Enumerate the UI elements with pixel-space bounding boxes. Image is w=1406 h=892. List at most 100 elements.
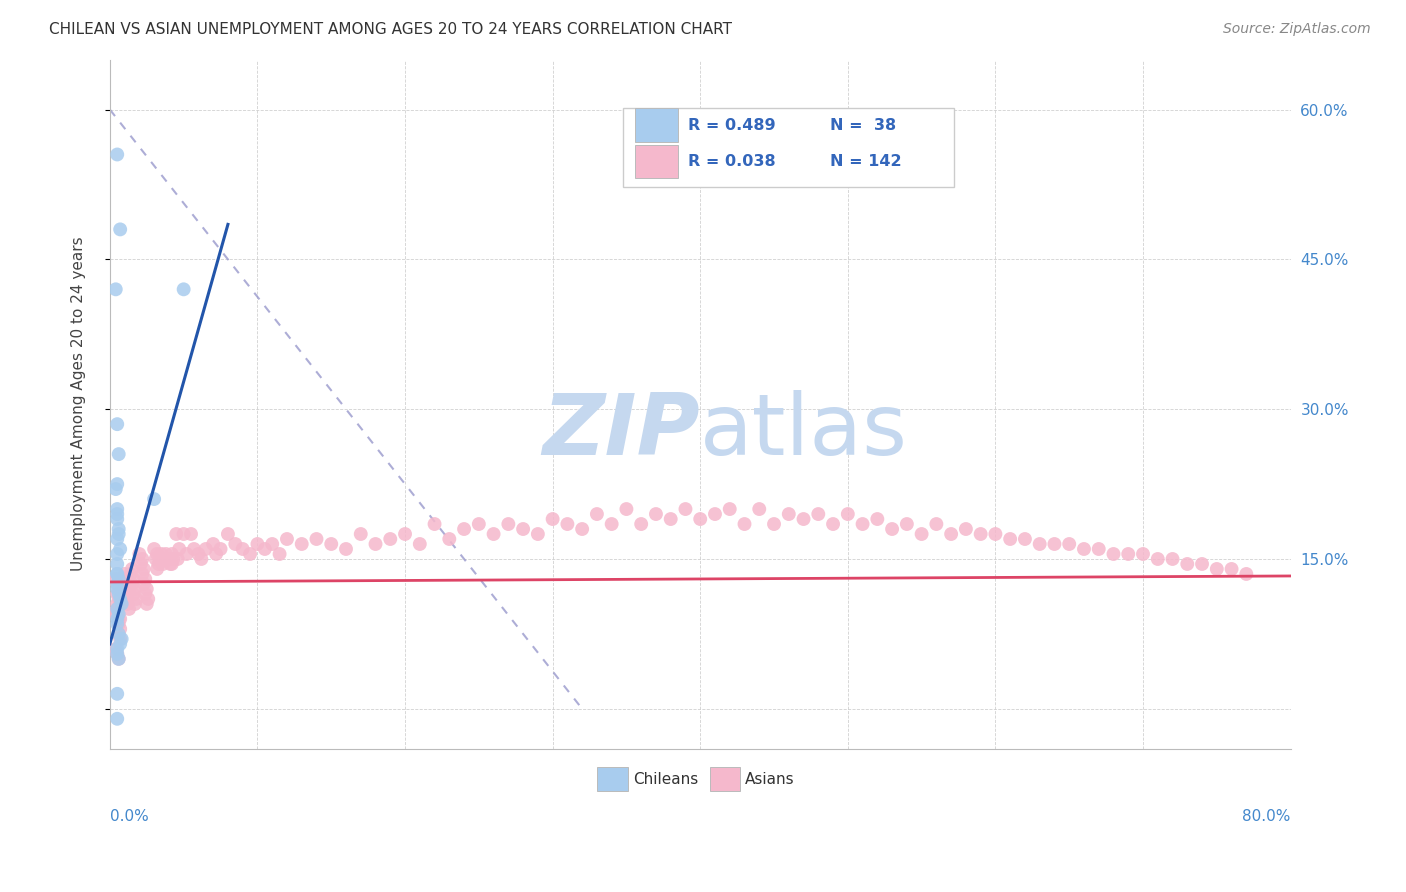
Text: R = 0.489: R = 0.489 [689, 118, 776, 133]
Text: N = 142: N = 142 [830, 154, 901, 169]
Point [143, 541, 166, 556]
Point [107, 447, 129, 461]
Point [155, 547, 177, 561]
Point [105, 597, 128, 611]
Point [115, 577, 138, 591]
Point [117, 572, 139, 586]
Point [394, 527, 416, 541]
Point [129, 557, 152, 571]
Point [527, 527, 550, 541]
Point [105, 147, 128, 161]
Point [104, 572, 127, 586]
Point [321, 537, 343, 551]
Point [1205, 562, 1227, 576]
Point [122, 572, 145, 586]
Point [246, 537, 269, 551]
Point [166, 552, 188, 566]
Point [160, 557, 183, 571]
Point [689, 512, 711, 526]
Point [108, 632, 131, 646]
Point [105, 512, 128, 526]
Point [107, 587, 129, 601]
Point [105, 641, 128, 656]
Point [866, 512, 889, 526]
Point [107, 627, 129, 641]
Point [910, 527, 932, 541]
Point [104, 607, 127, 621]
Point [763, 516, 786, 531]
Point [209, 541, 232, 556]
Point [107, 612, 129, 626]
Point [1234, 566, 1257, 581]
Point [117, 587, 139, 601]
Point [108, 222, 131, 236]
Point [224, 537, 246, 551]
Point [128, 547, 150, 561]
FancyBboxPatch shape [598, 766, 628, 791]
Point [105, 547, 128, 561]
Point [124, 582, 146, 596]
Text: R = 0.038: R = 0.038 [689, 154, 776, 169]
Point [630, 516, 652, 531]
Point [105, 577, 128, 591]
Point [105, 647, 128, 661]
Point [149, 552, 172, 566]
Point [925, 516, 948, 531]
Point [1116, 547, 1139, 561]
Point [159, 557, 181, 571]
Point [269, 547, 291, 561]
Text: 0.0%: 0.0% [110, 809, 149, 823]
Point [675, 502, 697, 516]
Point [239, 547, 262, 561]
Point [167, 541, 190, 556]
Point [105, 507, 128, 521]
Point [131, 566, 153, 581]
Point [955, 522, 977, 536]
FancyBboxPatch shape [623, 108, 955, 187]
Point [659, 512, 682, 526]
Point [1073, 541, 1095, 556]
Point [107, 616, 129, 631]
Point [793, 512, 815, 526]
Point [571, 522, 593, 536]
Point [105, 557, 128, 571]
Point [468, 516, 491, 531]
Point [107, 652, 129, 666]
Point [120, 566, 142, 581]
Point [262, 537, 284, 551]
Point [291, 537, 314, 551]
Point [115, 591, 138, 606]
Point [202, 537, 225, 551]
Point [896, 516, 918, 531]
Point [125, 591, 148, 606]
Point [111, 632, 134, 646]
Point [1132, 547, 1154, 561]
Point [160, 547, 183, 561]
Text: atlas: atlas [700, 390, 908, 474]
Point [134, 572, 156, 586]
Point [1028, 537, 1050, 551]
Point [152, 557, 174, 571]
Point [187, 547, 209, 561]
Point [105, 502, 128, 516]
Point [108, 591, 131, 606]
Point [645, 507, 668, 521]
Point [350, 527, 373, 541]
Point [136, 591, 159, 606]
Point [104, 482, 127, 496]
Point [541, 512, 564, 526]
Point [105, 712, 128, 726]
Point [586, 507, 609, 521]
Point [194, 541, 217, 556]
Point [122, 587, 145, 601]
Point [105, 577, 128, 591]
Point [124, 597, 146, 611]
Point [439, 532, 461, 546]
Point [105, 587, 128, 601]
Point [134, 587, 156, 601]
Point [108, 541, 131, 556]
Point [107, 527, 129, 541]
Point [984, 527, 1007, 541]
Point [132, 562, 155, 576]
Text: N =  38: N = 38 [830, 118, 896, 133]
